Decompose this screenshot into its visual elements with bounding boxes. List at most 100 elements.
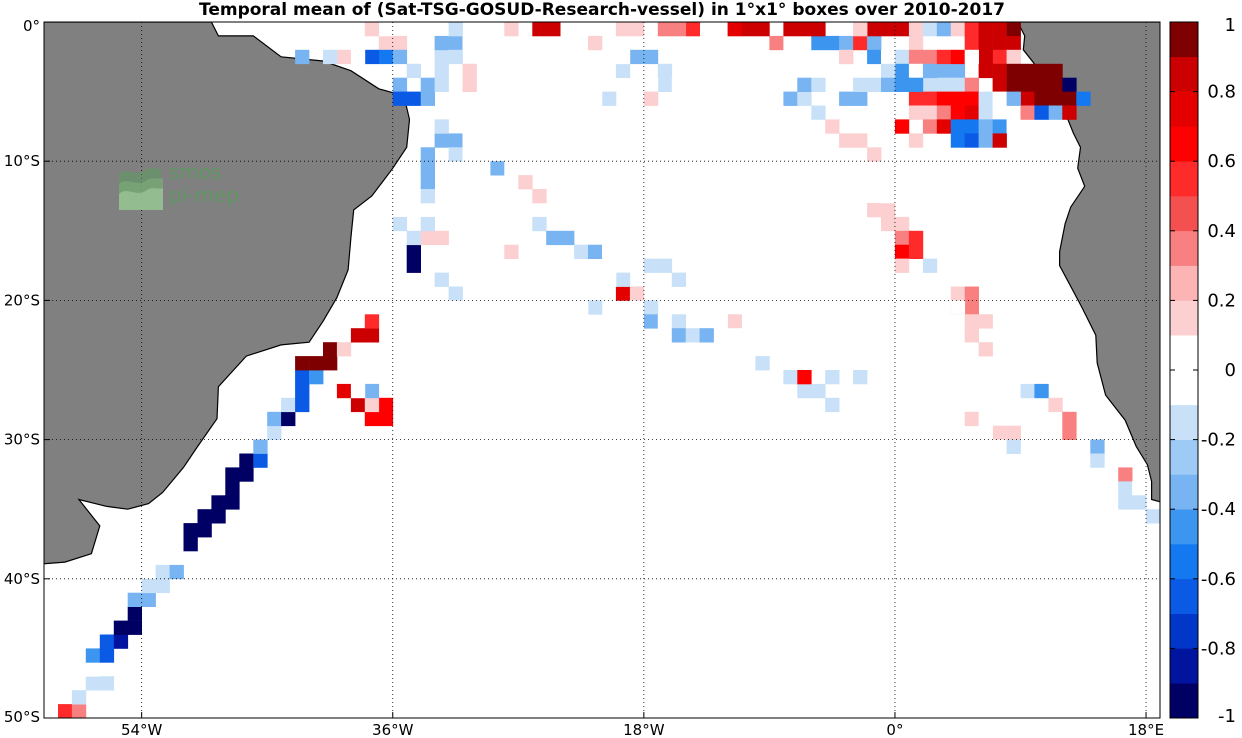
data-cell — [448, 49, 463, 65]
data-cell — [350, 383, 366, 399]
data-cell — [671, 22, 687, 37]
data-cell — [1048, 397, 1063, 413]
data-cell — [992, 133, 1007, 148]
data-cell — [434, 77, 449, 92]
data-cell — [908, 411, 924, 427]
data-cell — [894, 216, 910, 232]
data-cell — [462, 133, 477, 148]
data-cell — [867, 203, 882, 218]
x-tick-label: 18°W — [623, 721, 665, 738]
data-cell — [881, 189, 896, 204]
data-cell — [950, 63, 966, 79]
data-cell — [643, 77, 659, 92]
data-cell — [867, 411, 882, 427]
data-cell — [657, 77, 673, 92]
data-cell — [1006, 119, 1021, 134]
data-cell — [602, 272, 617, 287]
data-cell — [392, 49, 408, 65]
data-cell — [532, 22, 547, 37]
data-cell — [811, 383, 826, 399]
data-cell — [867, 22, 882, 37]
data-cell — [378, 35, 394, 51]
data-cell — [964, 49, 979, 65]
data-cell — [964, 286, 979, 301]
data-cell — [588, 35, 603, 51]
data-cell — [894, 22, 910, 37]
data-cell — [1034, 63, 1049, 79]
colorbar-bin — [1170, 300, 1198, 336]
gridlines — [44, 22, 1160, 718]
y-tick-label: 40°S — [4, 570, 40, 588]
data-cell — [406, 244, 421, 259]
data-cell — [1020, 77, 1035, 92]
data-cell — [1006, 49, 1021, 65]
data-cell — [908, 133, 924, 148]
data-cell — [964, 105, 979, 120]
data-cell — [1090, 453, 1105, 468]
data-cell — [336, 342, 352, 357]
data-cell — [434, 272, 449, 287]
data-cell — [853, 35, 868, 51]
data-cell — [448, 300, 463, 315]
data-cell — [225, 481, 240, 496]
data-cell — [309, 370, 324, 385]
data-cell — [643, 91, 659, 106]
data-cell — [797, 370, 812, 385]
colorbar-label: 0.2 — [1207, 290, 1236, 311]
data-cell — [769, 35, 784, 51]
colorbar-label: -0.2 — [1201, 430, 1236, 451]
x-axis-ticks: 54°W 36°W 18°W 0° 18°E — [121, 712, 1164, 738]
data-cell — [671, 314, 687, 329]
logo-text-smos: smos — [169, 160, 222, 184]
data-cell — [1020, 383, 1035, 399]
colorbar-label: -1 — [1218, 706, 1236, 727]
colorbar-bin — [1170, 22, 1198, 58]
data-cell — [615, 22, 631, 37]
data-cell — [434, 35, 449, 51]
data-cell — [769, 119, 784, 134]
data-cell — [434, 133, 449, 148]
colorbar-bin — [1170, 544, 1198, 580]
data-cell — [602, 63, 617, 79]
data-cell — [797, 383, 812, 399]
data-cell — [922, 411, 938, 427]
data-cell — [462, 22, 477, 37]
data-cell — [462, 77, 477, 92]
data-cell — [657, 314, 673, 329]
y-axis-ticks: 0° 10°S 20°S 30°S 40°S 50°S — [4, 17, 50, 726]
data-cell — [350, 35, 366, 51]
data-cell — [950, 105, 966, 120]
data-cell — [978, 105, 993, 120]
data-cell — [392, 77, 408, 92]
data-cell — [755, 342, 770, 357]
data-cell — [434, 119, 449, 134]
data-cell — [839, 35, 854, 51]
data-cell — [1034, 383, 1049, 399]
data-cell — [420, 161, 435, 176]
data-cell — [574, 300, 589, 315]
data-cell — [811, 77, 826, 92]
y-tick-label: 30°S — [4, 431, 40, 449]
data-cell — [867, 77, 882, 92]
data-cell — [1006, 63, 1021, 79]
data-cell — [532, 189, 547, 204]
data-cell — [197, 509, 212, 524]
data-cell — [978, 63, 993, 79]
data-cell — [295, 383, 310, 399]
land-layer — [44, 22, 1160, 565]
data-cell — [839, 91, 854, 106]
data-cell — [350, 328, 366, 343]
colorbar-bin — [1170, 196, 1198, 232]
data-cell — [113, 620, 129, 635]
data-cell — [908, 105, 924, 120]
data-cell — [1090, 439, 1105, 454]
data-cell — [378, 49, 394, 65]
data-cell — [113, 634, 129, 649]
data-cell — [853, 370, 868, 385]
data-cell — [936, 77, 952, 92]
data-cell — [978, 411, 993, 427]
data-cell — [1146, 509, 1160, 524]
data-cell — [811, 49, 826, 65]
data-cell — [797, 49, 812, 65]
